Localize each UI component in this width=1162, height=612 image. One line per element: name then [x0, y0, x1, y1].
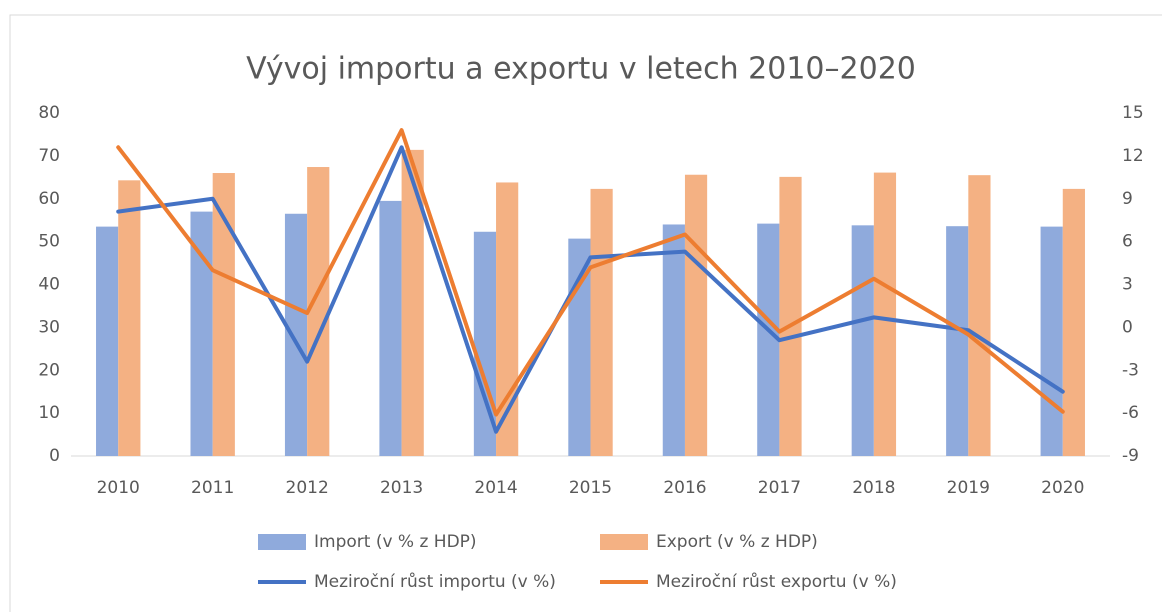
y2-tick-label: 12	[1122, 146, 1144, 166]
legend-label: Meziroční růst importu (v %)	[314, 572, 556, 592]
line	[116, 145, 1065, 434]
bar	[284, 213, 308, 456]
x-tick-label: 2010	[97, 478, 140, 498]
x-tick-label: 2019	[947, 478, 990, 498]
bar	[662, 224, 685, 456]
x-tick-label: 2014	[474, 478, 517, 498]
x-tick-label: 2012	[286, 478, 329, 498]
bar	[96, 226, 119, 456]
bar	[684, 174, 708, 457]
x-tick-label: 2020	[1041, 478, 1084, 498]
y-tick-label: 40	[38, 275, 60, 295]
bar	[1062, 188, 1085, 457]
y-tick-label: 0	[49, 446, 60, 466]
y-tick-label: 30	[38, 317, 60, 337]
bar	[307, 167, 330, 456]
y-tick-label: 60	[38, 189, 60, 209]
bar	[946, 226, 969, 456]
bar	[118, 180, 141, 456]
y-tick-label: 10	[38, 403, 60, 423]
legend-label: Export (v % z HDP)	[656, 532, 818, 552]
x-tick-label: 2016	[663, 478, 706, 498]
y2-tick-label: 15	[1122, 103, 1144, 123]
bar	[779, 176, 802, 457]
bar	[1040, 226, 1063, 456]
legend-label: Meziroční růst exportu (v %)	[656, 572, 897, 592]
bar	[968, 175, 991, 456]
y-tick-label: 70	[38, 146, 60, 166]
y-tick-label: 20	[38, 360, 60, 380]
legend-swatch	[258, 534, 306, 550]
y2-tick-label: 3	[1122, 275, 1133, 295]
bar	[757, 223, 780, 456]
x-tick-label: 2015	[569, 478, 612, 498]
bar	[590, 188, 613, 457]
x-tick-label: 2017	[758, 478, 801, 498]
bar	[851, 225, 874, 456]
bar	[873, 172, 897, 456]
bar	[379, 200, 402, 456]
chart-title: Vývoj importu a exportu v letech 2010–20…	[246, 52, 916, 87]
legend-swatch	[600, 534, 648, 550]
y2-tick-label: 6	[1122, 232, 1133, 252]
bar	[212, 173, 235, 456]
y2-tick-label: 0	[1122, 317, 1133, 337]
y2-tick-label: -6	[1122, 403, 1139, 423]
bar	[401, 149, 424, 456]
line	[116, 128, 1065, 417]
y2-tick-label: -3	[1122, 360, 1139, 380]
y-tick-label: 50	[38, 232, 60, 252]
x-tick-label: 2018	[852, 478, 895, 498]
y-tick-label: 80	[38, 103, 60, 123]
x-tick-label: 2011	[191, 478, 234, 498]
x-tick-label: 2013	[380, 478, 423, 498]
y2-tick-label: -9	[1122, 446, 1139, 466]
legend-label: Import (v % z HDP)	[314, 532, 477, 552]
y2-tick-label: 9	[1122, 189, 1133, 209]
bar	[190, 211, 213, 456]
